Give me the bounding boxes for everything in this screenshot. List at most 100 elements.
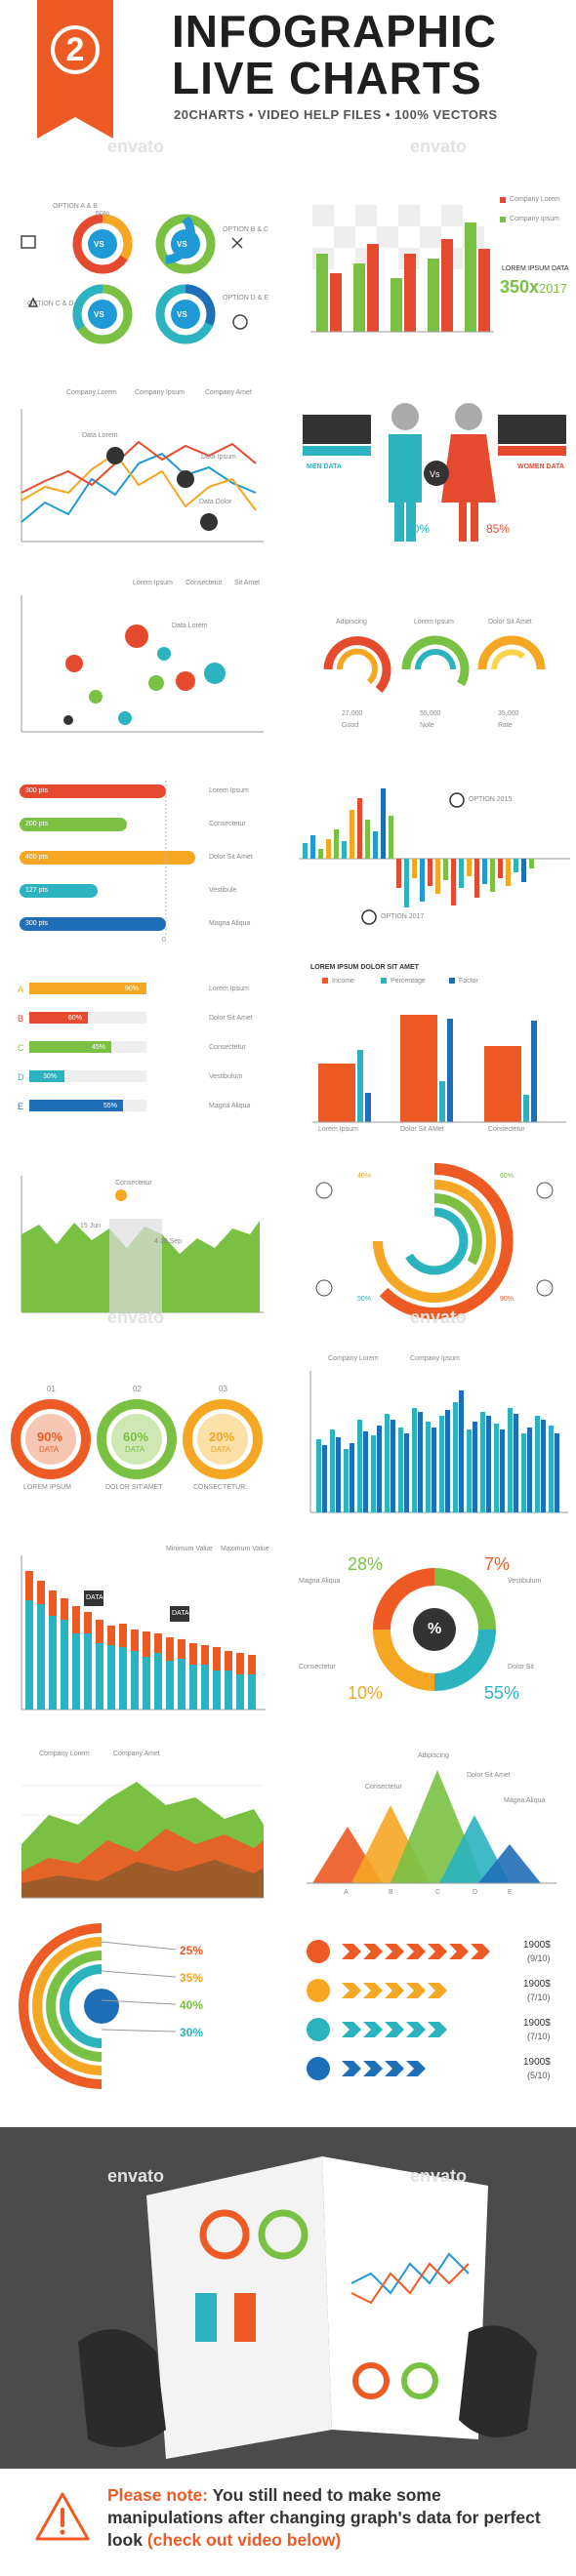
vs-label-4: VS [177, 310, 187, 319]
option-bottom-label: OPTION 2017 [381, 913, 425, 920]
letter-pct-c: 45% [92, 1044, 106, 1051]
score-4: (5/10) [527, 2071, 551, 2080]
letter-pct-a: 90% [125, 986, 140, 992]
score-2: (7/10) [527, 1992, 551, 2002]
header: 2 INFOGRAPHIC LIVE CHARTS 20CHARTS • VID… [0, 0, 576, 139]
watermark-2: envato [410, 137, 468, 156]
men-women-panel: Vs MEN DATA WOMEN DATA 60% 85% [293, 385, 576, 556]
overlap-area-panel: Company Lorem Company Amet [0, 1747, 273, 1908]
watermark-1: envato [107, 137, 165, 156]
title-line-1: INFOGRAPHIC [172, 6, 497, 57]
stacked-legend-2: Maximum Value [221, 1546, 269, 1552]
progress-bars-graphic [20, 781, 195, 937]
ring-stats-panel: 01 02 03 90% 60% 20% DATA DATA DATA LORE… [0, 1361, 273, 1527]
gauge-heading-2: Lorem Ipsum [414, 619, 454, 625]
donut-pct-bl: 10% [348, 1683, 384, 1703]
brochure-photo [0, 2127, 576, 2469]
letter-c: C [18, 1043, 24, 1053]
area-chart-panel: Consectetur 15 Jun 4 28 Sep [0, 1166, 273, 1322]
donut-pct-tl: 28% [348, 1554, 384, 1574]
grouped-legend-1: Income [332, 978, 354, 985]
vs-circle-label: Vs [430, 469, 440, 479]
radial-arcs-graphic [315, 1162, 554, 1319]
gauge-value-1: 27,000 [342, 710, 363, 717]
option-top-label: OPTION 2015 [469, 796, 513, 803]
legend-company-lorem: Company Lorem [510, 196, 560, 203]
donut-label-1: Magna Aliqua [299, 1578, 341, 1585]
ring-val-1: 25% [180, 1944, 204, 1957]
women-data-label: WOMEN DATA [517, 463, 564, 470]
line-note-2: Data Ipsum [201, 454, 236, 461]
arrow-ratings-graphic [307, 1940, 490, 2080]
watermark-3: envato [107, 1308, 165, 1327]
option-de-label: OPTION D & E [223, 295, 269, 302]
radial-arcs-panel: 40% 60% 50% 90% [293, 1151, 576, 1327]
subtitle: 20CHARTS • VIDEO HELP FILES • 100% VECTO… [174, 107, 498, 122]
score-3: (7/10) [527, 2032, 551, 2041]
vs-label-2: VS [177, 240, 187, 249]
women-pct: 85% [486, 522, 511, 536]
gauge-panel: Adipiscing Lorem Ipsum Dolor Sit Amet 27… [293, 576, 576, 746]
letter-pct-b: 60% [68, 1015, 83, 1022]
option-cd-label: OPTION C & D [27, 301, 74, 307]
area-date-1: 15 Jun [80, 1223, 102, 1229]
letter-label-d: Vestibulum [209, 1073, 243, 1080]
triangle-label-3: Dolor Sit Amet [467, 1772, 511, 1779]
percent-symbol: % [428, 1621, 442, 1637]
note-link[interactable]: (check out video below) [146, 2530, 342, 2550]
price-4: 1900$ [523, 2057, 551, 2068]
ring-data-3: DATA [211, 1445, 231, 1454]
bubble-legend-3: Sit Amet [234, 580, 261, 586]
gauge-heading-1: Adipiscing [336, 619, 367, 625]
ring-pct-3: 20% [209, 1429, 235, 1444]
percent-donut-panel: % 28% 7% 10% 55% Magna Aliqua Consectetu… [293, 1537, 576, 1722]
note-section: Please note: You still need to make some… [0, 2469, 576, 2576]
donut-pct-br: 55% [484, 1683, 520, 1703]
letter-label-e: Magna Aliqua [209, 1103, 251, 1109]
option-bc-label: OPTION B & C [223, 226, 269, 233]
concentric-rings-panel: 25% 35% 40% 30% [0, 1912, 273, 2108]
progress-bars-panel: 300 pts 200 pts 400 pts 127 pts 300 pts … [0, 771, 273, 946]
letter-b: B [18, 1014, 24, 1024]
gauge-heading-3: Dolor Sit Amet [488, 619, 532, 625]
grouped-title: LOREM IPSUM DOLOR SIT AMET [310, 964, 419, 971]
line-note-1: Data Lorem [82, 432, 118, 439]
ring-num-3: 03 [219, 1385, 227, 1393]
letter-pct-d: 30% [43, 1073, 58, 1080]
stacked-tag-2: DATA [172, 1610, 189, 1617]
bar-chart-panel: Company Lorem Company Ipsum LOREM IPSUM … [293, 185, 576, 356]
men-pct: 60% [406, 522, 431, 536]
warning-icon [35, 2492, 90, 2541]
bar-label-3: Dolor Sit Amet [209, 854, 253, 861]
price-2: 1900$ [523, 1979, 551, 1990]
area-top-label: Consectetur [115, 1180, 152, 1187]
bubble-legend-1: Lorem Ipsum [133, 580, 173, 586]
line-chart-graphic [21, 409, 264, 543]
triangle-label-4: Magna Aliqua [504, 1797, 546, 1804]
ring-label-1: LOREM IPSUM [23, 1484, 72, 1491]
column-chart-graphic [309, 1371, 568, 1513]
letter-d: D [18, 1072, 24, 1082]
men-women-graphic [303, 403, 566, 542]
triangle-cat-b: B [389, 1889, 393, 1896]
donut-pct-tr: 7% [484, 1554, 511, 1574]
grouped-cat-3: Consectetur [488, 1126, 525, 1133]
diverging-bars-graphic [299, 788, 570, 925]
bar-value-2: 200 pts [25, 821, 48, 827]
grouped-legend-2: Percentage [391, 978, 426, 985]
lettered-bars-graphic [29, 983, 146, 1111]
grouped-legend-3: Factor [459, 978, 478, 985]
ring-stats-graphic [11, 1399, 263, 1479]
letter-a: A [18, 985, 24, 994]
grouped-bars-graphic [312, 978, 566, 1123]
option-ab-label: OPTION A & B [53, 203, 98, 210]
watermark-4: envato [410, 1308, 468, 1327]
big-value: 350x [500, 277, 540, 297]
overlap-legend-2: Company Amet [113, 1751, 160, 1757]
vs-donuts-graphic [21, 214, 248, 344]
number-ribbon: 2 [37, 0, 113, 139]
data-label: LOREM IPSUM DATA [502, 265, 569, 272]
concentric-rings-graphic [18, 1923, 177, 2089]
grouped-bars-panel: LOREM IPSUM DOLOR SIT AMET Income Percen… [293, 956, 576, 1142]
